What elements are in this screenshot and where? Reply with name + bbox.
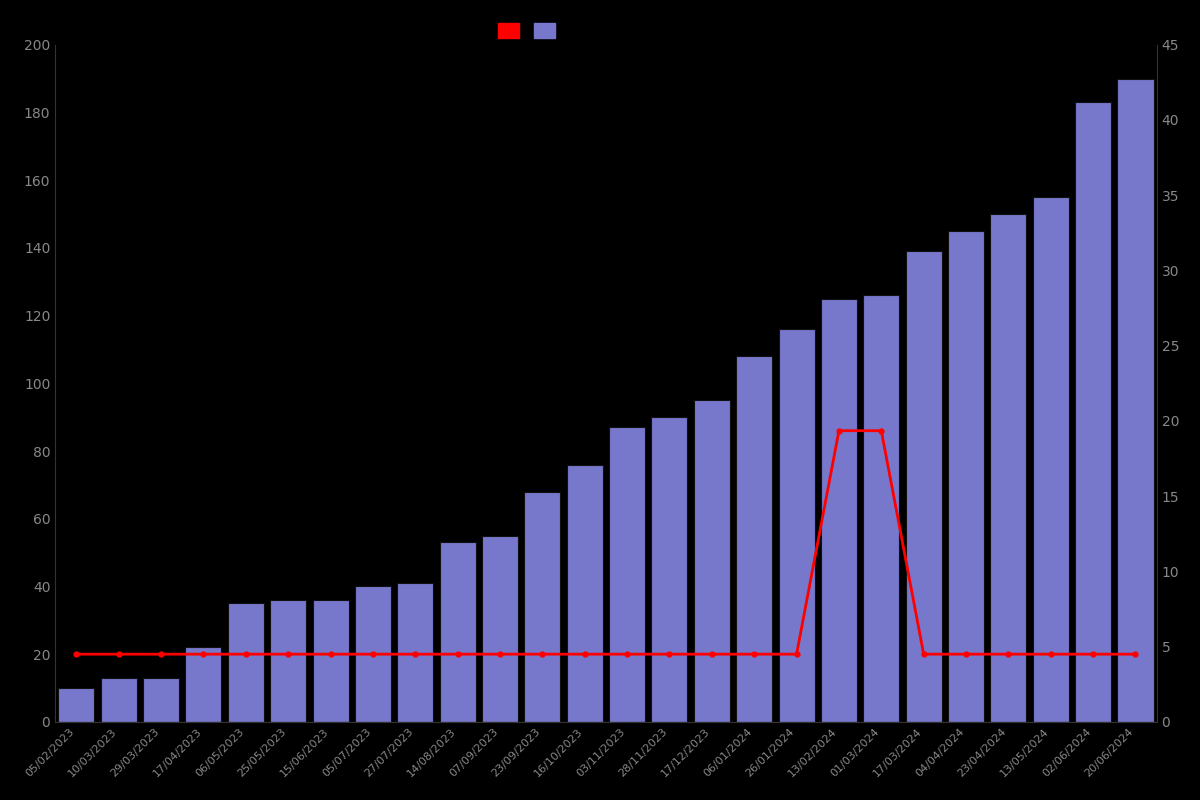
- Bar: [1033, 197, 1069, 722]
- Bar: [312, 600, 348, 722]
- Bar: [1117, 78, 1153, 722]
- Bar: [397, 583, 433, 722]
- Bar: [355, 586, 391, 722]
- Bar: [948, 231, 984, 722]
- Bar: [228, 603, 264, 722]
- Bar: [524, 492, 560, 722]
- Bar: [821, 298, 857, 722]
- Legend: , : ,: [493, 18, 565, 44]
- Bar: [610, 427, 646, 722]
- Bar: [990, 214, 1026, 722]
- Bar: [101, 678, 137, 722]
- Bar: [143, 678, 179, 722]
- Bar: [186, 647, 222, 722]
- Bar: [566, 465, 602, 722]
- Bar: [737, 356, 773, 722]
- Bar: [863, 295, 899, 722]
- Bar: [439, 542, 475, 722]
- Bar: [59, 688, 95, 722]
- Bar: [779, 329, 815, 722]
- Bar: [694, 400, 730, 722]
- Bar: [482, 536, 518, 722]
- Bar: [652, 417, 688, 722]
- Bar: [1075, 102, 1111, 722]
- Bar: [270, 600, 306, 722]
- Bar: [906, 251, 942, 722]
